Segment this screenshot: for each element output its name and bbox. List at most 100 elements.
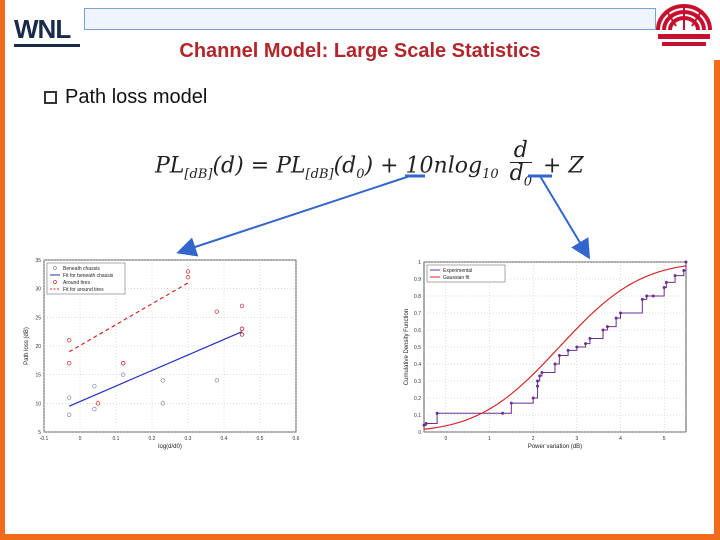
- legend-label: Around tires: [63, 280, 90, 286]
- experimental-point: [614, 316, 618, 320]
- y-tick-label: 35: [35, 258, 41, 264]
- experimental-point: [601, 328, 605, 332]
- data-point: [160, 401, 165, 406]
- legend-swatch: [53, 266, 57, 270]
- experimental-point: [664, 280, 668, 284]
- experimental-point: [557, 354, 561, 357]
- data-point: [239, 326, 245, 331]
- x-tick-label: 1: [488, 436, 491, 442]
- experimental-point: [662, 286, 666, 289]
- gaussian-fit-curve: [423, 265, 687, 430]
- formula-log-sub: 10: [482, 167, 499, 183]
- formula-lhs: PL: [155, 153, 185, 179]
- y-axis-label: Path loss (dB): [24, 327, 30, 365]
- path-loss-formula: PL[dB](d) = PL[dB](d0) + 10nlog10 d d0 +…: [155, 140, 584, 193]
- logo-underline: [14, 44, 80, 47]
- data-point: [160, 378, 165, 383]
- experimental-point: [684, 260, 688, 264]
- experimental-point: [651, 294, 655, 298]
- experimental-point: [536, 384, 540, 388]
- data-point: [67, 361, 72, 366]
- y-tick-label: 0.5: [414, 345, 421, 351]
- x-tick-label: 0.1: [113, 436, 120, 442]
- formula-plus: ) + 10: [364, 153, 434, 179]
- y-tick-label: 20: [35, 344, 41, 350]
- y-tick-label: 5: [38, 430, 41, 436]
- experimental-point: [682, 269, 686, 272]
- x-tick-label: 5: [663, 436, 666, 442]
- data-point: [239, 332, 245, 337]
- y-tick-label: 0.6: [414, 328, 421, 334]
- y-tick-label: 25: [35, 315, 41, 321]
- y-tick-label: 15: [35, 373, 41, 379]
- x-tick-label: 2: [532, 436, 535, 442]
- experimental-point: [575, 345, 579, 349]
- y-tick-label: 0.9: [414, 277, 421, 283]
- slide-frame-left: [0, 0, 5, 540]
- y-tick-label: 0.4: [414, 362, 421, 368]
- legend-box: [426, 264, 506, 283]
- data-point: [214, 378, 219, 383]
- bullet-text: Path loss model: [65, 86, 208, 108]
- legend-swatch: [53, 280, 57, 284]
- formula-rhs: PL: [276, 153, 306, 179]
- x-tick-label: 0.4: [221, 436, 228, 442]
- experimental-point: [584, 342, 588, 346]
- data-point: [67, 395, 72, 400]
- legend-label: Fit for beneath chassis: [63, 273, 114, 279]
- data-point: [185, 275, 191, 280]
- x-tick-label: 0.6: [293, 436, 300, 442]
- y-tick-label: 0: [418, 430, 421, 436]
- y-tick-label: 0.8: [414, 294, 421, 300]
- legend-label: Beneath chassis: [63, 266, 100, 272]
- header-bar: [84, 8, 656, 30]
- experimental-point: [640, 297, 644, 301]
- experimental-point: [435, 411, 439, 415]
- formula-arg1: (d) =: [212, 153, 277, 179]
- x-tick-label: 0: [444, 436, 447, 442]
- wnl-logo: WNL: [14, 14, 71, 44]
- experimental-point: [501, 411, 505, 415]
- data-point: [92, 383, 97, 389]
- experimental-point: [424, 422, 428, 425]
- formula-arg2: (d: [333, 153, 357, 179]
- formula-arg2-sub: 0: [356, 167, 365, 183]
- x-tick-label: 0.5: [257, 436, 264, 442]
- fit-line: [68, 331, 243, 407]
- legend-box: [46, 262, 126, 295]
- slide-title: Channel Model: Large Scale Statistics: [179, 40, 541, 62]
- bullet-box-icon: [44, 91, 57, 104]
- experimental-point: [540, 371, 544, 374]
- experimental-point: [605, 325, 609, 329]
- data-point: [67, 412, 72, 417]
- y-tick-label: 30: [35, 287, 41, 293]
- fraction-numerator: d: [509, 140, 532, 163]
- experimental-point: [536, 379, 540, 383]
- slide-frame-right: [714, 60, 720, 540]
- data-point: [121, 361, 126, 366]
- data-point: [95, 401, 101, 406]
- university-emblem-icon: [656, 4, 712, 46]
- legend-label: Fit for around tires: [63, 287, 104, 293]
- cdf-chart: 0 1 2 3 4 5 0 0.1 0.2 0.3 0.4 0.5 0.6 0.7 0.8 0.9 1 Power…: [404, 260, 688, 450]
- x-axis-label: log(d/d0): [158, 444, 182, 450]
- slide-frame-bottom: [0, 534, 720, 540]
- data-point: [92, 406, 97, 412]
- experimental-point: [538, 374, 542, 378]
- legend-label: Gaussian fit: [443, 275, 470, 281]
- y-tick-label: 10: [35, 401, 41, 407]
- plot-area: [423, 261, 687, 433]
- formula-fraction: d d0: [509, 140, 532, 193]
- bullet-item: Path loss model: [44, 86, 207, 109]
- y-tick-label: 0.3: [414, 379, 421, 385]
- experimental-point: [531, 396, 535, 400]
- data-point: [214, 309, 219, 314]
- formula-tail: + Z: [543, 153, 584, 179]
- experimental-point: [422, 423, 426, 427]
- y-tick-label: 1: [418, 260, 421, 266]
- formula-rhs-sub: [dB]: [305, 167, 334, 183]
- x-tick-label: 0: [79, 436, 82, 442]
- experimental-point: [509, 401, 513, 405]
